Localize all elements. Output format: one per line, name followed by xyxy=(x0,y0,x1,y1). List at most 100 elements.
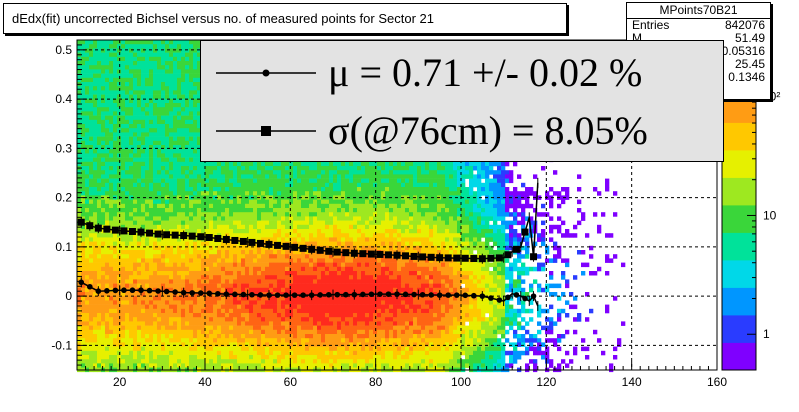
heatmap-cell xyxy=(101,254,106,259)
heatmap-cell xyxy=(145,250,150,255)
heatmap-cell xyxy=(257,237,262,242)
heatmap-cell xyxy=(205,350,210,356)
heatmap-cell xyxy=(157,321,162,326)
heatmap-cell xyxy=(173,321,178,326)
heatmap-cell xyxy=(201,279,206,284)
heatmap-cell xyxy=(85,203,90,209)
heatmap-cell xyxy=(117,82,122,87)
heatmap-cell xyxy=(137,329,142,335)
heatmap-cell xyxy=(277,296,282,301)
heatmap-cell xyxy=(141,187,146,192)
heatmap-cell xyxy=(289,199,294,205)
heatmap-cell xyxy=(189,220,194,226)
heatmap-cell xyxy=(265,262,270,268)
heatmap-cell xyxy=(289,338,294,343)
heatmap-cell xyxy=(157,266,162,272)
heatmap-cell xyxy=(177,199,182,205)
heatmap-cell xyxy=(161,98,166,104)
heatmap-cell xyxy=(173,308,178,314)
heatmap-cell xyxy=(253,296,258,301)
heatmap-cell xyxy=(197,287,202,293)
heatmap-cell xyxy=(153,191,158,196)
heatmap-cell xyxy=(261,229,266,234)
heatmap-cell xyxy=(133,220,138,226)
heatmap-cell xyxy=(245,178,250,184)
heatmap-cell xyxy=(101,166,106,171)
heatmap-cell xyxy=(97,334,102,339)
heatmap-cell xyxy=(317,266,322,272)
heatmap-cell xyxy=(157,65,162,70)
heatmap-cell xyxy=(213,355,218,360)
heatmap-cell xyxy=(309,325,314,331)
heatmap-cell xyxy=(293,208,298,213)
heatmap-cell xyxy=(305,254,310,259)
heatmap-cell xyxy=(161,199,166,205)
heatmap-cell xyxy=(149,363,154,368)
heatmap-cell xyxy=(117,52,122,58)
heatmap-cell xyxy=(165,329,170,335)
heatmap-cell xyxy=(241,308,246,314)
heatmap-cell xyxy=(77,266,82,272)
heatmap-cell xyxy=(105,111,110,116)
heatmap-cell xyxy=(217,308,222,314)
heatmap-cell xyxy=(257,321,262,326)
heatmap-cell xyxy=(321,300,326,305)
heatmap-cell xyxy=(113,153,118,158)
heatmap-cell xyxy=(145,254,150,259)
heatmap-cell xyxy=(89,187,94,192)
heatmap-cell xyxy=(245,317,250,322)
heatmap-cell xyxy=(173,329,178,335)
heatmap-cell xyxy=(77,128,82,133)
heatmap-cell xyxy=(97,321,102,326)
heatmap-cell xyxy=(121,128,126,133)
heatmap-cell xyxy=(105,166,110,171)
heatmap-cell xyxy=(81,140,86,146)
heatmap-cell xyxy=(261,304,266,310)
heatmap-cell xyxy=(245,342,250,347)
heatmap-cell xyxy=(305,334,310,339)
heatmap-cell xyxy=(281,346,286,352)
heatmap-cell xyxy=(165,77,170,83)
heatmap-cell xyxy=(317,262,322,268)
heatmap-cell xyxy=(173,229,178,234)
heatmap-cell xyxy=(109,279,114,284)
heatmap-cell xyxy=(105,241,110,247)
heatmap-cell xyxy=(261,271,266,276)
heatmap-cell xyxy=(113,216,118,221)
heatmap-cell xyxy=(85,56,90,62)
heatmap-cell xyxy=(161,69,166,74)
heatmap-cell xyxy=(269,182,274,188)
heatmap-cell xyxy=(305,233,310,238)
heatmap-cell xyxy=(237,342,242,347)
heatmap-cell xyxy=(121,279,126,284)
heatmap-cell xyxy=(165,40,170,45)
heatmap-cell xyxy=(125,304,130,310)
heatmap-cell xyxy=(221,266,226,272)
heatmap-cell xyxy=(101,245,106,251)
heatmap-cell xyxy=(209,359,214,364)
heatmap-cell xyxy=(137,321,142,326)
heatmap-cell xyxy=(145,313,150,318)
heatmap-cell xyxy=(89,61,94,66)
heatmap-cell xyxy=(289,334,294,339)
heatmap-cell xyxy=(101,182,106,188)
heatmap-cell xyxy=(105,350,110,356)
heatmap-cell xyxy=(113,254,118,259)
heatmap-cell xyxy=(205,359,210,364)
heatmap-cell xyxy=(229,254,234,259)
heatmap-cell xyxy=(325,258,330,263)
heatmap-cell xyxy=(289,191,294,196)
heatmap-cell xyxy=(273,254,278,259)
heatmap-cell xyxy=(197,283,202,289)
heatmap-cell xyxy=(93,233,98,238)
heatmap-cell xyxy=(289,292,294,297)
heatmap-cell xyxy=(293,216,298,221)
heatmap-cell xyxy=(181,203,186,209)
heatmap-cell xyxy=(289,203,294,209)
heatmap-cell xyxy=(117,283,122,289)
heatmap-cell xyxy=(89,279,94,284)
heatmap-cell xyxy=(269,304,274,310)
heatmap-cell xyxy=(161,262,166,268)
heatmap-cell xyxy=(261,334,266,339)
heatmap-cell xyxy=(285,363,290,368)
